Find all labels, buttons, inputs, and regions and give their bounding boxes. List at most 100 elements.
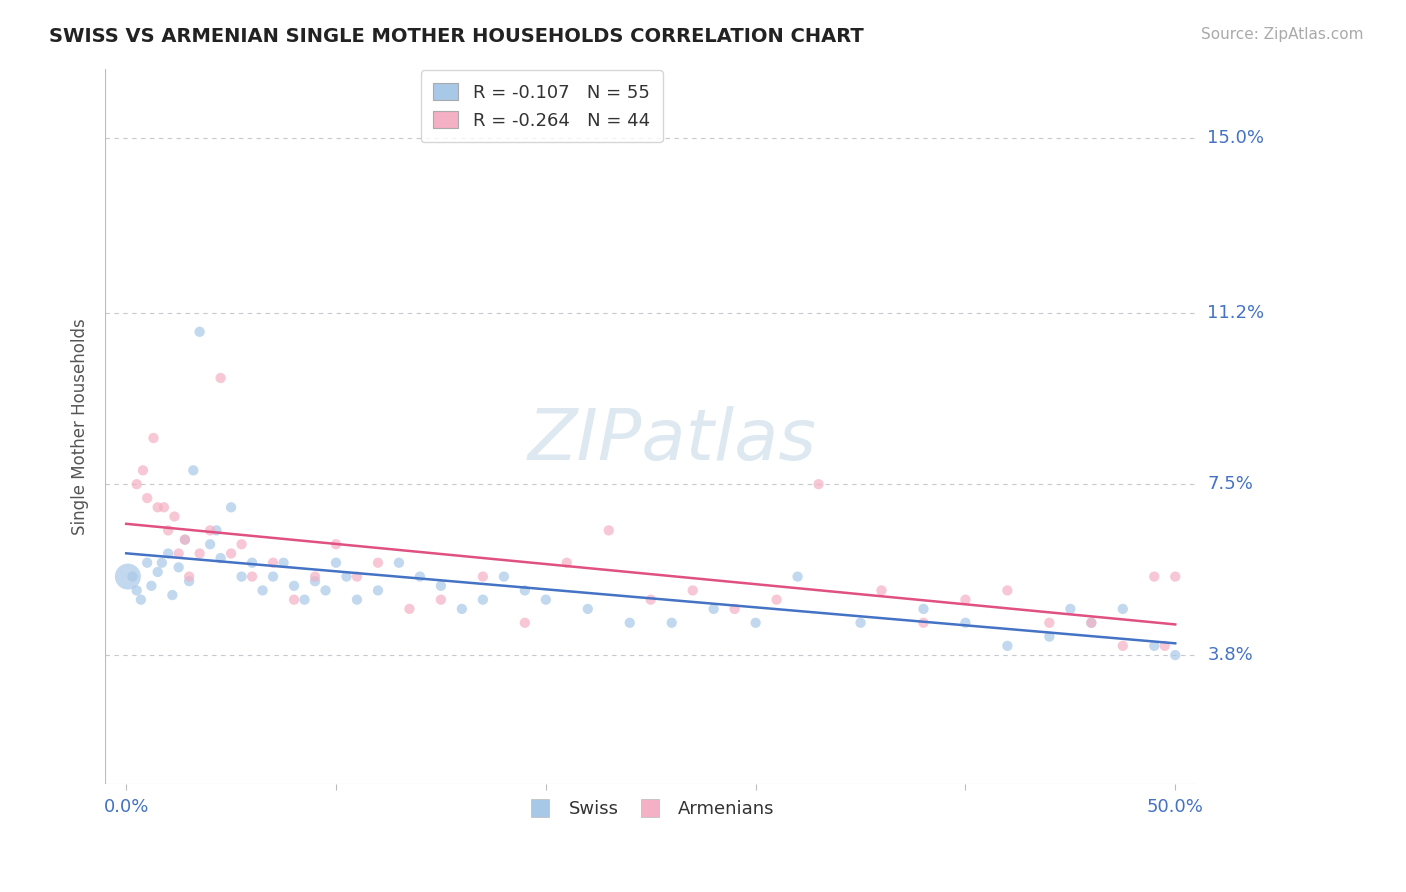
Point xyxy=(153,500,176,515)
Point xyxy=(163,509,186,524)
Point xyxy=(870,583,893,598)
Point xyxy=(955,615,977,630)
Text: 15.0%: 15.0% xyxy=(1208,128,1264,147)
Point xyxy=(198,524,221,538)
Point xyxy=(744,615,766,630)
Point xyxy=(174,533,197,547)
Point xyxy=(451,602,474,616)
Point xyxy=(141,579,163,593)
Point xyxy=(209,551,232,566)
Point xyxy=(703,602,725,616)
Y-axis label: Single Mother Households: Single Mother Households xyxy=(72,318,89,535)
Point xyxy=(912,602,935,616)
Point xyxy=(513,615,536,630)
Point xyxy=(136,491,159,505)
Point xyxy=(346,592,368,607)
Point xyxy=(167,547,190,561)
Point xyxy=(150,556,173,570)
Point xyxy=(231,537,253,551)
Point xyxy=(640,592,662,607)
Point xyxy=(1164,648,1187,662)
Point xyxy=(492,569,515,583)
Point xyxy=(619,615,641,630)
Point xyxy=(534,592,557,607)
Point xyxy=(471,592,494,607)
Point xyxy=(121,569,143,583)
Text: 7.5%: 7.5% xyxy=(1208,475,1253,493)
Point xyxy=(132,463,155,477)
Point xyxy=(294,592,316,607)
Point xyxy=(125,477,148,491)
Point xyxy=(430,579,453,593)
Point xyxy=(661,615,683,630)
Point xyxy=(262,556,284,570)
Point xyxy=(325,556,347,570)
Point xyxy=(179,569,201,583)
Point xyxy=(219,500,242,515)
Point xyxy=(174,533,197,547)
Point xyxy=(367,556,389,570)
Point xyxy=(146,500,169,515)
Point xyxy=(1164,569,1187,583)
Text: ZIPatlas: ZIPatlas xyxy=(529,406,817,475)
Point xyxy=(1153,639,1175,653)
Point xyxy=(786,569,808,583)
Point xyxy=(304,574,326,589)
Point xyxy=(183,463,205,477)
Point xyxy=(388,556,411,570)
Point xyxy=(125,583,148,598)
Point xyxy=(335,569,357,583)
Point xyxy=(129,592,152,607)
Point xyxy=(157,524,180,538)
Point xyxy=(198,537,221,551)
Point xyxy=(1112,639,1135,653)
Point xyxy=(471,569,494,583)
Point xyxy=(1112,602,1135,616)
Point xyxy=(219,547,242,561)
Point xyxy=(252,583,274,598)
Point xyxy=(807,477,830,491)
Point xyxy=(430,592,453,607)
Point xyxy=(205,524,228,538)
Point xyxy=(576,602,599,616)
Point xyxy=(682,583,704,598)
Point xyxy=(283,579,305,593)
Point xyxy=(209,371,232,385)
Point xyxy=(273,556,295,570)
Point xyxy=(398,602,420,616)
Point xyxy=(724,602,747,616)
Point xyxy=(262,569,284,583)
Point xyxy=(346,569,368,583)
Point xyxy=(240,556,263,570)
Point xyxy=(765,592,787,607)
Point xyxy=(167,560,190,574)
Point xyxy=(157,547,180,561)
Point xyxy=(995,583,1018,598)
Point xyxy=(1038,630,1060,644)
Point xyxy=(283,592,305,607)
Point xyxy=(188,547,211,561)
Point xyxy=(1080,615,1102,630)
Text: 3.8%: 3.8% xyxy=(1208,646,1253,665)
Point xyxy=(513,583,536,598)
Point xyxy=(1059,602,1081,616)
Point xyxy=(409,569,432,583)
Point xyxy=(849,615,872,630)
Point xyxy=(304,569,326,583)
Point xyxy=(162,588,184,602)
Point xyxy=(367,583,389,598)
Point xyxy=(231,569,253,583)
Point xyxy=(136,556,159,570)
Point xyxy=(146,565,169,579)
Point xyxy=(912,615,935,630)
Point xyxy=(315,583,337,598)
Point xyxy=(598,524,620,538)
Point xyxy=(1143,639,1166,653)
Point xyxy=(142,431,165,445)
Point xyxy=(179,574,201,589)
Point xyxy=(1143,569,1166,583)
Text: SWISS VS ARMENIAN SINGLE MOTHER HOUSEHOLDS CORRELATION CHART: SWISS VS ARMENIAN SINGLE MOTHER HOUSEHOL… xyxy=(49,27,863,45)
Point xyxy=(1080,615,1102,630)
Point xyxy=(955,592,977,607)
Point xyxy=(325,537,347,551)
